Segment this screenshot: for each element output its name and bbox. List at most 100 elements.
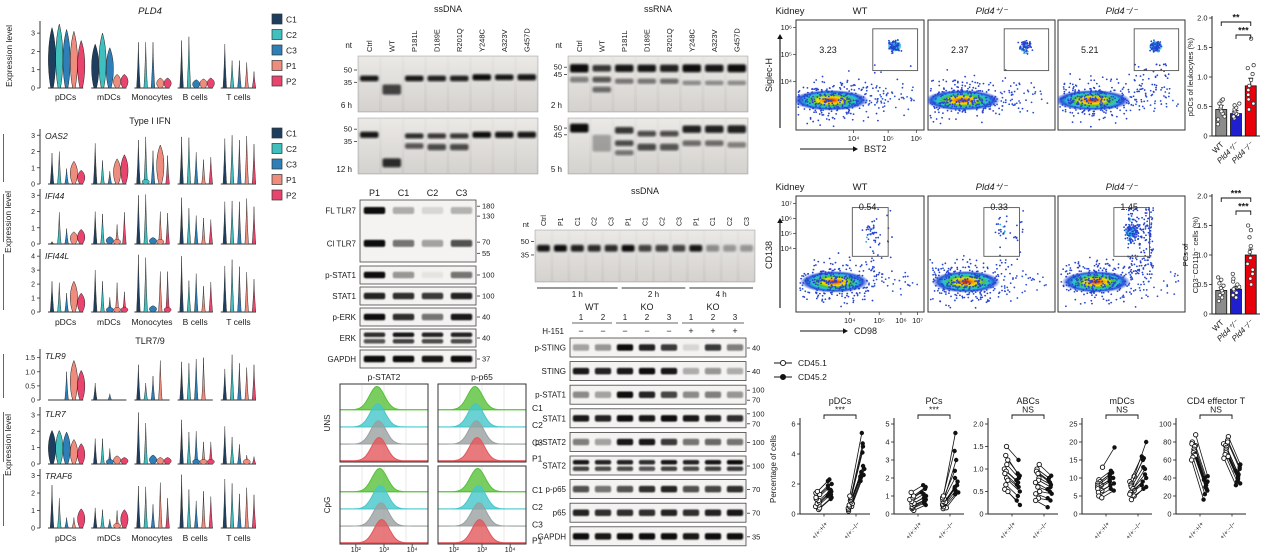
line [1130, 459, 1144, 486]
y-tick: 5 [1073, 492, 1077, 501]
dot [971, 270, 974, 273]
violin [192, 79, 201, 89]
violin-spike [208, 441, 213, 465]
violin-spike [100, 438, 105, 465]
dot [1074, 275, 1077, 278]
dot [1008, 103, 1011, 106]
dot [1115, 285, 1118, 288]
dot [1100, 284, 1103, 287]
dot [980, 290, 983, 292]
dot [862, 119, 865, 122]
dot [1023, 92, 1026, 95]
dot [997, 295, 1000, 298]
dot [1129, 257, 1132, 260]
dot [1095, 279, 1098, 282]
open-point [1188, 457, 1195, 463]
dot [1084, 285, 1087, 288]
filled-point [1049, 491, 1054, 496]
open-point [1036, 461, 1042, 468]
dot [830, 94, 833, 97]
blot-band [726, 344, 744, 351]
dot [848, 109, 851, 112]
dot [799, 282, 802, 284]
dot [987, 105, 990, 108]
violin-spike [179, 136, 184, 185]
sig-label: NS [1210, 405, 1222, 415]
x-label: +/+:−/− [937, 521, 956, 541]
dot [840, 92, 843, 94]
dot [1114, 122, 1117, 124]
open-point [1225, 453, 1231, 460]
violin [70, 160, 78, 185]
dot [904, 281, 907, 283]
blot-band [660, 460, 678, 465]
blot-band [450, 239, 473, 247]
dot [818, 97, 821, 100]
gel-title: ssDNA [631, 186, 659, 196]
dot [984, 294, 987, 297]
size-marker: 35 [344, 78, 352, 87]
violin [77, 508, 86, 529]
dot [859, 265, 862, 268]
data-point [1222, 114, 1227, 119]
sig-bracket [1220, 21, 1252, 26]
dot [1177, 103, 1179, 106]
violin-spike [244, 136, 249, 185]
gel-band [604, 244, 618, 252]
dot [968, 86, 971, 89]
y-tick: 5 [885, 420, 889, 429]
gel-band [592, 134, 611, 152]
dot [846, 88, 848, 90]
dot [849, 287, 852, 290]
dot [998, 217, 1000, 220]
gel-lane [688, 231, 703, 281]
dot [1077, 112, 1080, 115]
violin [62, 431, 71, 465]
dot [986, 299, 989, 301]
violin-spike [115, 282, 120, 313]
dot [829, 274, 832, 277]
dot [844, 286, 847, 289]
dot [974, 87, 977, 90]
lane-number: 3 [733, 313, 738, 322]
dot [1159, 100, 1162, 102]
dot [817, 281, 820, 283]
dot [891, 236, 893, 238]
dot [801, 99, 804, 101]
blot-label: FL TLR7 [325, 207, 356, 216]
filled-point [1048, 498, 1053, 503]
dot [1160, 103, 1163, 105]
open-point [1128, 496, 1135, 503]
dot [1011, 98, 1014, 101]
dot [803, 272, 806, 275]
y-tick: 2 [885, 474, 889, 483]
dot [1147, 263, 1149, 266]
violin [163, 457, 172, 465]
dot [841, 82, 844, 85]
dot [1020, 41, 1023, 44]
dot [1088, 282, 1091, 285]
dot [1093, 98, 1096, 100]
dot [950, 87, 953, 90]
series-label: P1 [532, 454, 543, 464]
violin-spike [251, 364, 257, 401]
dot [1123, 106, 1125, 109]
dot [999, 259, 1002, 262]
y-tick: 0 [31, 242, 35, 249]
dot [863, 298, 866, 301]
dot [1130, 238, 1133, 240]
dot [1124, 280, 1126, 283]
dot [1000, 230, 1002, 233]
dot [807, 279, 809, 282]
dot [853, 294, 856, 297]
dot [880, 101, 883, 104]
blot-band [572, 485, 590, 493]
dot [906, 283, 909, 286]
dot [992, 283, 994, 286]
dot [968, 98, 970, 100]
dot [946, 109, 949, 112]
dot [822, 279, 825, 282]
violin-spike [136, 485, 141, 529]
dot [1143, 251, 1146, 254]
dot [999, 216, 1001, 219]
